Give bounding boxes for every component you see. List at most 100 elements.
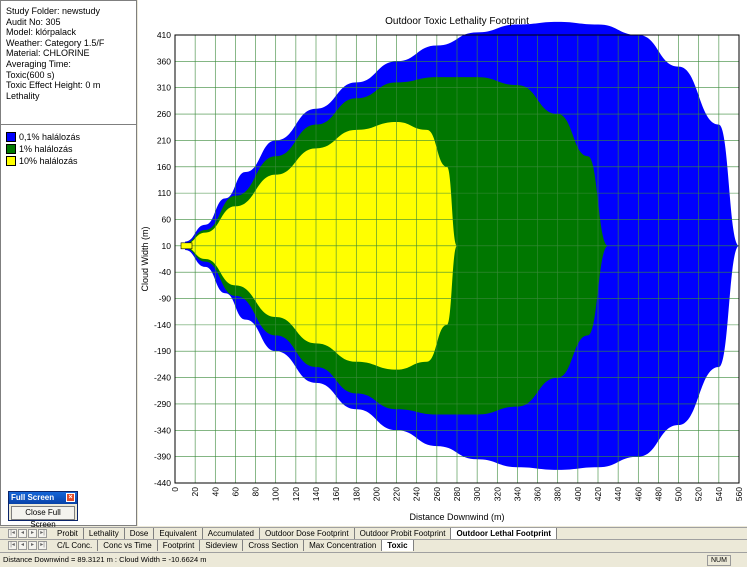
status-bar: Distance Downwind = 89.3121 m : Cloud Wi… — [0, 552, 747, 567]
x-tick-label: 20 — [190, 487, 200, 497]
tab-footprint[interactable]: Footprint — [158, 540, 201, 551]
lethality-footprint-chart[interactable]: 410 360 310 260 210 160 110 60 10 -40 -90 -140 -190 -… — [138, 0, 747, 526]
full-screen-toolbar[interactable]: Full Screen × Close Full Screen — [8, 491, 78, 529]
tab-probit[interactable]: Probit — [52, 528, 84, 539]
x-tick-label: 540 — [714, 487, 724, 501]
x-tick-label: 280 — [452, 487, 462, 501]
x-tick-label: 340 — [512, 487, 522, 501]
x-tick-label: 160 — [331, 487, 341, 501]
y-tick-label: 360 — [157, 56, 171, 66]
legend-item: 10% halálozás — [6, 155, 80, 167]
status-coordinates: Distance Downwind = 89.3121 m : Cloud Wi… — [3, 555, 207, 564]
x-tick-label: 560 — [734, 487, 744, 501]
x-axis-label: Distance Downwind (m) — [409, 512, 504, 522]
y-axis-label: Cloud Width (m) — [140, 226, 150, 291]
num-lock-indicator: NUM — [707, 555, 731, 566]
first-icon[interactable]: |◂ — [8, 529, 17, 538]
legend-swatch — [6, 132, 16, 142]
y-tick-label: -390 — [154, 452, 171, 462]
info-line: Lethality — [6, 90, 40, 101]
x-tick-label: 240 — [412, 487, 422, 501]
legend-label: 1% halálozás — [19, 144, 73, 154]
tabs-1: Probit Lethality Dose Equivalent Accumulated… — [52, 528, 558, 539]
info-line: Weather: Category 1.5/F — [6, 37, 105, 48]
legend-item: 1% halálozás — [6, 143, 80, 155]
prev-icon[interactable]: ◂ — [18, 529, 27, 538]
info-line: Averaging Time: — [6, 58, 71, 69]
chart-legend: 0,1% halálozás 1% halálozás 10% halálozás — [6, 131, 80, 167]
y-tick-label: 410 — [157, 30, 171, 40]
info-line: Toxic Effect Height: 0 m — [6, 80, 101, 91]
study-info-lines: Study Folder: newstudy Audit No: 305 Model… — [1, 1, 136, 101]
x-tick-label: 520 — [694, 487, 704, 501]
tab-nav-buttons-2: |◂ ◂ ▸ ▸| — [8, 541, 48, 550]
x-tick-label: 0 — [170, 487, 180, 492]
legend-label: 0,1% halálozás — [19, 132, 81, 142]
next-icon[interactable]: ▸ — [28, 541, 37, 550]
full-screen-title: Full Screen × — [9, 492, 77, 504]
x-tick-label: 120 — [291, 487, 301, 501]
tab-dose[interactable]: Dose — [125, 528, 155, 539]
tab-c-l-conc-[interactable]: C/L Conc. — [52, 540, 99, 551]
x-tick-label: 40 — [210, 487, 220, 497]
y-tick-label: -340 — [154, 425, 171, 435]
y-tick-label: 60 — [162, 214, 172, 224]
tab-toxic[interactable]: Toxic — [382, 540, 414, 551]
x-tick-label: 400 — [573, 487, 583, 501]
results-tab-row-1: |◂ ◂ ▸ ▸| Probit Lethality Dose Equivalent Accu… — [0, 527, 747, 539]
x-tick-label: 180 — [351, 487, 361, 501]
y-tick-label: 210 — [157, 135, 171, 145]
x-tick-label: 200 — [371, 487, 381, 501]
y-tick-label: 110 — [157, 188, 171, 198]
tab-outdoor-lethal-footprint[interactable]: Outdoor Lethal Footprint — [451, 528, 558, 539]
x-tick-label: 460 — [633, 487, 643, 501]
tab-equivalent[interactable]: Equivalent — [154, 528, 203, 539]
y-tick-label: -290 — [154, 399, 171, 409]
x-tick-label: 140 — [311, 487, 321, 501]
x-tick-label: 80 — [251, 487, 261, 497]
y-tick-label: 260 — [157, 109, 171, 119]
first-icon[interactable]: |◂ — [8, 541, 17, 550]
x-tick-label: 380 — [553, 487, 563, 501]
legend-swatch — [6, 156, 16, 166]
y-tick-label: 160 — [157, 162, 171, 172]
tabs-2: C/L Conc. Conc vs Time Footprint Sideview Cr… — [52, 540, 414, 551]
tab-max-concentration[interactable]: Max Concentration — [304, 540, 383, 551]
tab-outdoor-dose-footprint[interactable]: Outdoor Dose Footprint — [260, 528, 355, 539]
legend-swatch — [6, 144, 16, 154]
tab-outdoor-probit-footprint[interactable]: Outdoor Probit Footprint — [355, 528, 452, 539]
x-tick-label: 320 — [492, 487, 502, 501]
close-icon[interactable]: × — [66, 493, 75, 502]
y-tick-label: -440 — [154, 478, 171, 488]
y-tick-label: -40 — [159, 267, 172, 277]
tab-cross-section[interactable]: Cross Section — [243, 540, 305, 551]
info-line: Study Folder: newstudy — [6, 6, 101, 16]
y-tick-label: -190 — [154, 346, 171, 356]
prev-icon[interactable]: ◂ — [18, 541, 27, 550]
x-tick-label: 60 — [230, 487, 240, 497]
next-icon[interactable]: ▸ — [28, 529, 37, 538]
tab-conc-vs-time[interactable]: Conc vs Time — [98, 540, 158, 551]
info-line: Material: CHLORINE — [6, 48, 90, 59]
x-tick-label: 440 — [613, 487, 623, 501]
x-tick-label: 100 — [271, 487, 281, 501]
plot-frame — [174, 34, 740, 484]
full-screen-title-text: Full Screen — [11, 493, 55, 502]
legend-separator — [1, 124, 136, 125]
x-tick-label: 260 — [432, 487, 442, 501]
tab-lethality[interactable]: Lethality — [84, 528, 125, 539]
last-icon[interactable]: ▸| — [38, 541, 47, 550]
y-tick-label: -240 — [154, 373, 171, 383]
x-tick-label: 220 — [392, 487, 402, 501]
tab-accumulated[interactable]: Accumulated — [203, 528, 260, 539]
last-icon[interactable]: ▸| — [38, 529, 47, 538]
info-line: Model: klórpalack — [6, 27, 77, 38]
x-tick-label: 500 — [674, 487, 684, 501]
close-full-screen-button[interactable]: Close Full Screen — [11, 506, 75, 529]
results-tab-row-2: |◂ ◂ ▸ ▸| C/L Conc. Conc vs Time Footprint Sid… — [0, 539, 747, 551]
tab-nav-buttons-1: |◂ ◂ ▸ ▸| — [8, 529, 48, 538]
info-line: Toxic(600 s) — [6, 69, 55, 80]
tab-sideview[interactable]: Sideview — [200, 540, 244, 551]
study-info-panel: Study Folder: newstudy Audit No: 305 Model… — [0, 0, 137, 526]
chart-area[interactable]: 410 360 310 260 210 160 110 60 10 -40 -90 -140 -190 -… — [138, 0, 747, 526]
